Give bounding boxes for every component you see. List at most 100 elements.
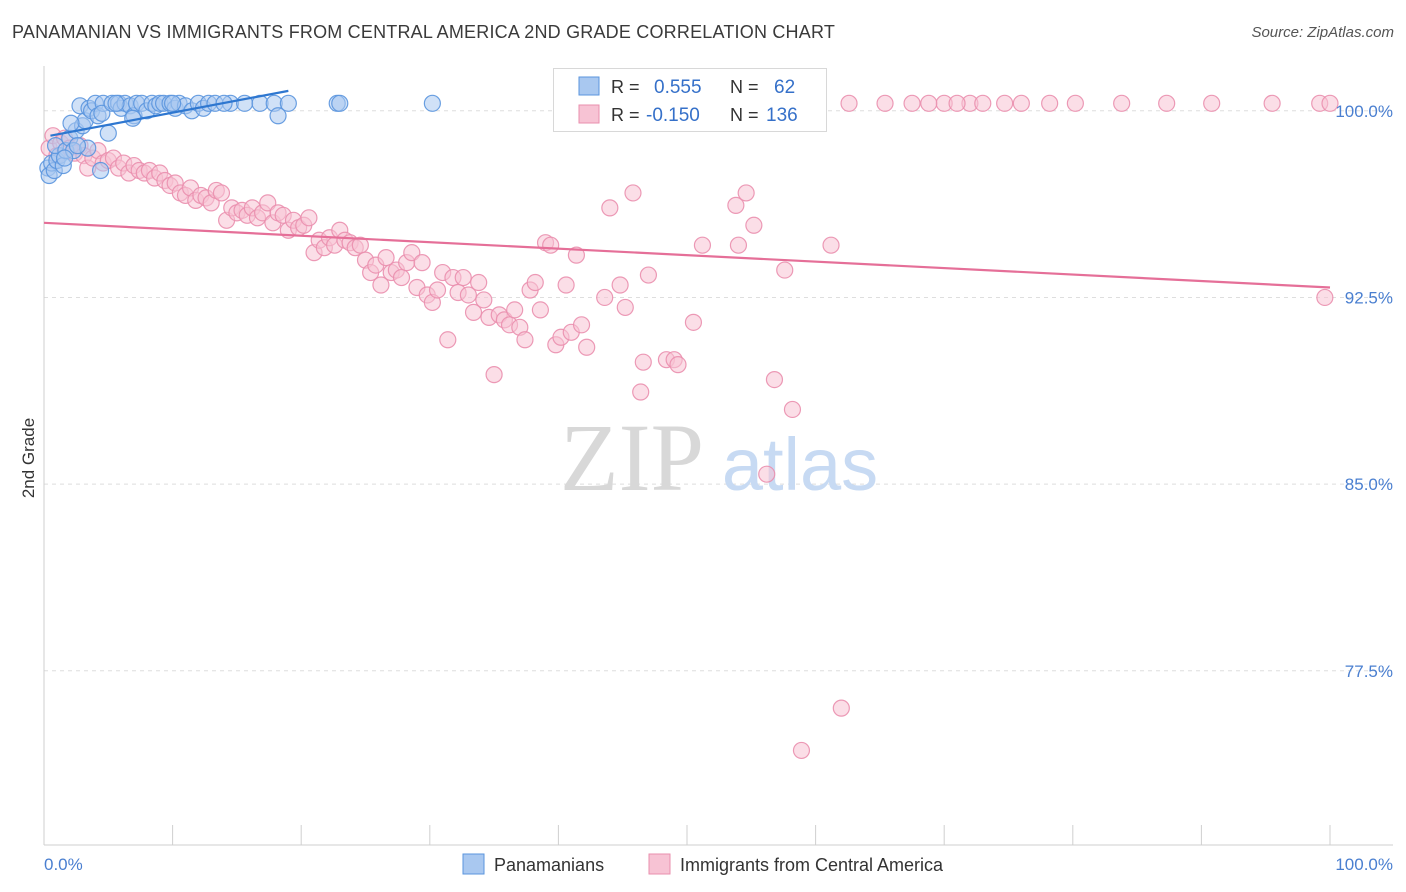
immigrants-point-143	[1158, 94, 1176, 112]
series-legend-graphic: Panamanians Immigrants from Central Amer…	[462, 853, 944, 875]
immigrants-point-66	[372, 276, 390, 294]
immigrants-point-92	[506, 301, 524, 319]
panamanians-point-49	[279, 94, 297, 112]
immigrants-point-151	[948, 94, 966, 112]
immigrants-point-85	[470, 273, 488, 292]
immigrants-point-84	[464, 303, 483, 321]
y-tick-label-1: 92.5%	[1345, 288, 1393, 307]
legend-swatch-pink	[578, 104, 600, 124]
immigrants-point-86	[475, 291, 493, 309]
immigrants-point-150	[920, 94, 938, 112]
immigrants-point-147	[1321, 94, 1339, 112]
series-panamanians-points	[39, 94, 441, 185]
immigrants-point-139	[792, 741, 811, 760]
series-legend-label-panamanians: Panamanians	[494, 855, 604, 875]
legend-r-label-pink: R =	[611, 105, 640, 125]
immigrants-point-111	[624, 184, 642, 202]
immigrants-point-67	[377, 249, 395, 267]
immigrants-point-121	[729, 236, 748, 254]
immigrants-point-128	[840, 94, 858, 112]
immigrants-point-136	[1316, 288, 1334, 307]
immigrants-point-102	[557, 276, 575, 294]
panamanians-point-60	[164, 94, 182, 112]
immigrants-point-104	[567, 246, 586, 264]
immigrants-point-108	[601, 199, 619, 217]
immigrants-point-119	[693, 236, 712, 254]
immigrants-point-94	[516, 331, 534, 349]
immigrants-point-82	[454, 268, 472, 287]
immigrants-point-105	[572, 316, 591, 334]
immigrants-point-74	[413, 254, 431, 272]
panamanians-point-52	[423, 94, 441, 112]
source-label: Source: ZipAtlas.com	[1251, 24, 1394, 41]
series-immigrants-points	[40, 94, 1339, 760]
y-tick-label-0: 100.0%	[1335, 102, 1393, 121]
immigrants-point-142	[1113, 94, 1131, 112]
y-tick-label-2: 85.0%	[1345, 475, 1393, 494]
immigrants-point-134	[996, 94, 1014, 112]
immigrants-point-125	[776, 261, 794, 279]
immigrants-point-149	[1012, 94, 1030, 112]
panamanians-point-57	[62, 114, 80, 132]
series-legend-swatch-panamanians	[462, 853, 485, 875]
y-axis-label: 2nd Grade	[19, 418, 38, 498]
legend-n-label-pink: N =	[730, 105, 759, 125]
series-legend-swatch-immigrants	[648, 853, 671, 875]
trend-line-panamanians	[50, 89, 289, 137]
immigrants-point-88	[485, 366, 503, 384]
panamanians-point-56	[55, 149, 74, 167]
immigrants-point-123	[745, 216, 763, 234]
immigrants-point-122	[737, 184, 755, 202]
x-tick-label-max: 100.0%	[1335, 855, 1393, 874]
series-legend: Panamanians Immigrants from Central Amer…	[0, 850, 1406, 880]
immigrants-point-117	[669, 356, 687, 374]
immigrants-point-112	[632, 383, 650, 401]
watermark-zip: ZIP	[560, 404, 704, 511]
panamanians-point-20	[93, 104, 111, 122]
immigrants-point-107	[596, 288, 614, 307]
immigrants-point-83	[459, 286, 477, 304]
immigrants-point-99	[542, 236, 560, 254]
panamanians-point-51	[331, 94, 349, 112]
y-tick-labels: 100.0% 92.5% 85.0% 77.5%	[1335, 102, 1393, 681]
trend-line-immigrants	[43, 221, 1331, 289]
panamanians-point-21	[99, 124, 117, 142]
stats-legend-graphic: R = 0.555 N = 62 R = -0.150 N = 136	[578, 76, 798, 126]
gridlines	[44, 110, 1393, 672]
immigrants-point-97	[531, 301, 549, 319]
immigrants-point-96	[526, 273, 544, 292]
legend-n-value-pink: 136	[766, 105, 798, 126]
immigrants-point-130	[903, 94, 921, 112]
immigrants-point-144	[1203, 94, 1221, 112]
panamanians-point-58	[107, 94, 125, 112]
x-tick-label-min: 0.0%	[44, 855, 83, 874]
immigrants-point-126	[783, 400, 802, 419]
immigrants-point-118	[684, 313, 703, 331]
panamanians-point-48	[269, 107, 287, 125]
immigrants-point-110	[616, 298, 634, 317]
watermark-atlas: atlas	[722, 423, 878, 506]
immigrants-point-120	[727, 196, 745, 214]
trend-lines	[43, 89, 1331, 289]
immigrants-point-35	[212, 184, 231, 202]
immigrants-point-138	[832, 699, 850, 717]
legend-r-label-blue: R =	[611, 77, 640, 97]
legend-swatch-blue	[578, 76, 600, 96]
legend-n-label-blue: N =	[730, 77, 759, 97]
axes	[43, 66, 1393, 846]
immigrants-point-129	[876, 94, 894, 112]
stats-legend: R = 0.555 N = 62 R = -0.150 N = 136	[553, 68, 827, 132]
immigrants-point-114	[639, 266, 658, 284]
immigrants-point-148	[1066, 94, 1084, 112]
immigrants-point-137	[758, 465, 776, 483]
immigrants-point-135	[1041, 94, 1059, 112]
immigrants-point-62	[351, 236, 369, 254]
legend-r-value-pink: -0.150	[646, 105, 700, 126]
panamanians-point-53	[91, 161, 110, 180]
immigrants-point-72	[403, 244, 421, 262]
immigrants-point-109	[611, 276, 629, 294]
legend-r-value-blue: 0.555	[654, 77, 702, 98]
immigrants-point-79	[439, 331, 457, 349]
immigrants-point-133	[974, 94, 992, 112]
